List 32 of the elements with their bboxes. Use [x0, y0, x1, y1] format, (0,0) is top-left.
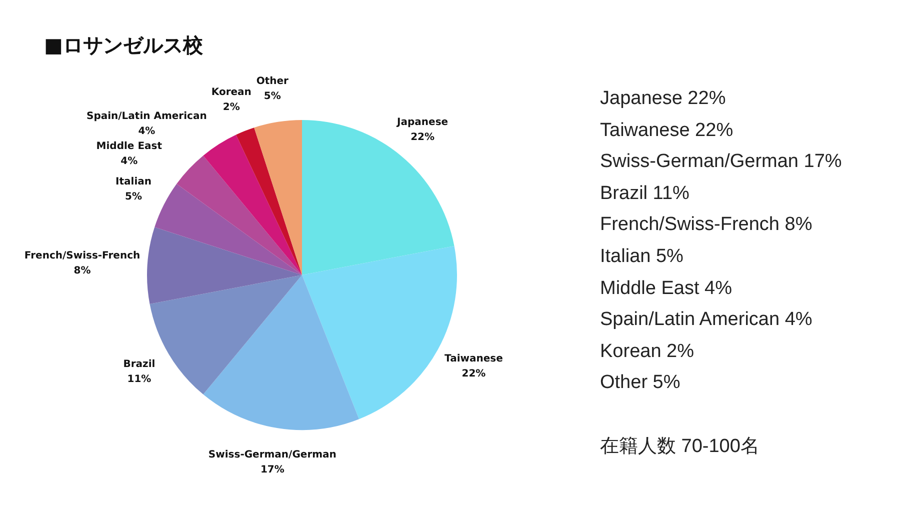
chart-title: ■ロサンゼルス校 — [44, 32, 203, 59]
slice-label: Taiwanese — [444, 354, 504, 365]
data-label: 4% — [120, 156, 138, 168]
slice-label: Spain/Latin American — [86, 111, 207, 122]
slice-label: Other — [256, 76, 289, 87]
data-label: 2% — [222, 102, 240, 114]
data-label: 4% — [138, 126, 156, 138]
data-label: 5% — [264, 90, 281, 102]
slice-label: Swiss-German/German — [208, 449, 336, 460]
text: Other 5% — [600, 371, 682, 396]
text: Korean 2% — [600, 340, 696, 364]
slice-label: Japanese — [396, 116, 448, 128]
text: Italian 5% — [600, 244, 684, 269]
slice-label: French/Swiss-French — [24, 250, 140, 262]
data-label: 17% — [260, 464, 284, 476]
text: Japanese 22% — [600, 87, 727, 111]
data-label: 11% — [127, 374, 152, 385]
text: 在籍人数 70-100名 — [600, 434, 760, 459]
text: Taiwanese 22% — [600, 118, 734, 143]
data-label: 8% — [74, 266, 91, 277]
text: Spain/Latin American 4% — [600, 308, 814, 332]
data-label: 22% — [462, 368, 486, 380]
slice-label: Italian — [116, 176, 152, 188]
data-label: 22% — [410, 132, 435, 143]
data-label: 5% — [125, 192, 142, 203]
slice-label: Brazil — [123, 358, 156, 370]
text: French/Swiss-French 8% — [600, 213, 814, 238]
text: Brazil 11% — [600, 182, 690, 206]
text: Swiss-German/German 17% — [600, 150, 842, 174]
slice-label: Middle East — [96, 141, 162, 152]
text: Middle East 4% — [600, 276, 734, 301]
slice-label: Korean — [211, 87, 252, 98]
